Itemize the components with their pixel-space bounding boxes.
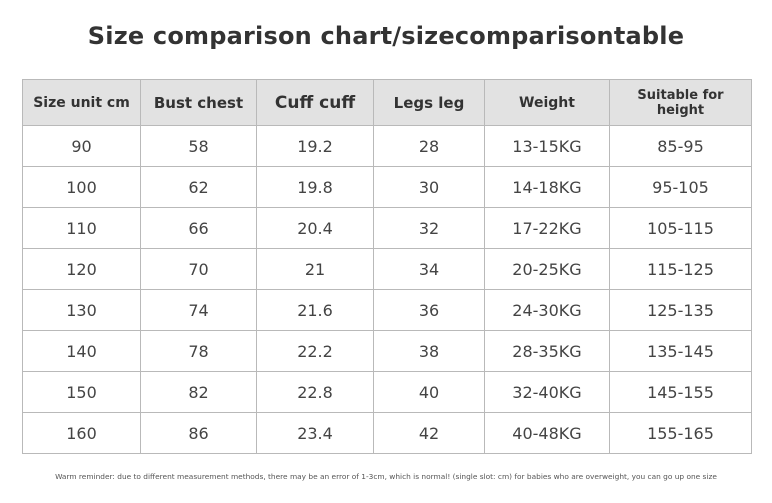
cell-legs: 42 [373,412,485,454]
header-size-unit: Size unit cm [22,79,141,126]
cell-size: 130 [22,289,141,331]
table-row: 160 86 23.4 42 40-48KG 155-165 [22,412,752,454]
cell-height: 115-125 [609,248,752,290]
cell-cuff: 22.2 [256,330,374,372]
cell-legs: 36 [373,289,485,331]
header-bust-chest: Bust chest [140,79,257,126]
cell-cuff: 21 [256,248,374,290]
warm-reminder-note: Warm reminder: due to different measurem… [55,472,717,481]
cell-size: 100 [22,166,141,208]
cell-legs: 38 [373,330,485,372]
cell-legs: 40 [373,371,485,413]
cell-bust: 70 [140,248,257,290]
table-row: 110 66 20.4 32 17-22KG 105-115 [22,207,752,249]
table-row: 140 78 22.2 38 28-35KG 135-145 [22,330,752,372]
table-row: 90 58 19.2 28 13-15KG 85-95 [22,125,752,167]
cell-cuff: 20.4 [256,207,374,249]
cell-weight: 40-48KG [484,412,610,454]
cell-weight: 14-18KG [484,166,610,208]
cell-height: 105-115 [609,207,752,249]
table-row: 120 70 21 34 20-25KG 115-125 [22,248,752,290]
table-header: Size unit cm Bust chest Cuff cuff Legs l… [22,79,752,126]
cell-cuff: 21.6 [256,289,374,331]
cell-cuff: 22.8 [256,371,374,413]
cell-height: 135-145 [609,330,752,372]
cell-weight: 24-30KG [484,289,610,331]
cell-cuff: 19.2 [256,125,374,167]
cell-height: 155-165 [609,412,752,454]
cell-weight: 32-40KG [484,371,610,413]
cell-height: 145-155 [609,371,752,413]
header-cuff: Cuff cuff [256,79,374,126]
header-suitable-height-label: Suitable for height [637,87,724,118]
cell-bust: 74 [140,289,257,331]
header-suitable-height: Suitable for height [609,79,752,126]
cell-legs: 32 [373,207,485,249]
header-legs: Legs leg [373,79,485,126]
cell-cuff: 19.8 [256,166,374,208]
cell-size: 90 [22,125,141,167]
cell-size: 110 [22,207,141,249]
table-header-row: Size unit cm Bust chest Cuff cuff Legs l… [22,79,752,126]
cell-weight: 17-22KG [484,207,610,249]
cell-bust: 86 [140,412,257,454]
cell-bust: 66 [140,207,257,249]
cell-legs: 28 [373,125,485,167]
cell-weight: 20-25KG [484,248,610,290]
cell-legs: 30 [373,166,485,208]
header-weight: Weight [484,79,610,126]
cell-legs: 34 [373,248,485,290]
cell-size: 160 [22,412,141,454]
table-row: 150 82 22.8 40 32-40KG 145-155 [22,371,752,413]
cell-cuff: 23.4 [256,412,374,454]
table-row: 130 74 21.6 36 24-30KG 125-135 [22,289,752,331]
cell-height: 95-105 [609,166,752,208]
cell-weight: 28-35KG [484,330,610,372]
cell-size: 140 [22,330,141,372]
cell-size: 150 [22,371,141,413]
page-title: Size comparison chart/sizecomparisontabl… [87,22,685,50]
cell-weight: 13-15KG [484,125,610,167]
cell-height: 85-95 [609,125,752,167]
table-body: 90 58 19.2 28 13-15KG 85-95 100 62 19.8 30 14-18KG… [22,125,752,454]
cell-bust: 62 [140,166,257,208]
size-comparison-table: Size unit cm Bust chest Cuff cuff Legs l… [22,79,752,454]
cell-size: 120 [22,248,141,290]
cell-height: 125-135 [609,289,752,331]
cell-bust: 58 [140,125,257,167]
cell-bust: 78 [140,330,257,372]
table-row: 100 62 19.8 30 14-18KG 95-105 [22,166,752,208]
cell-bust: 82 [140,371,257,413]
